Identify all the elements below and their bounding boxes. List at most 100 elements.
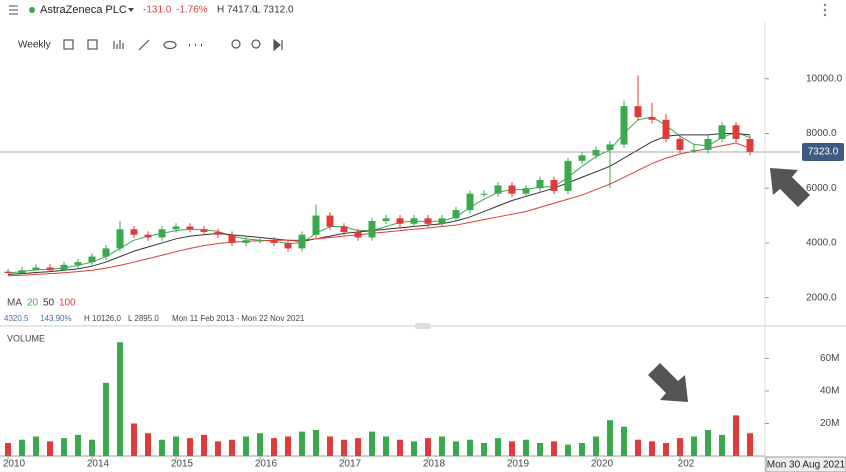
volume-bar xyxy=(145,433,151,456)
candle-body xyxy=(326,215,334,227)
candle-body xyxy=(466,193,474,211)
candle-body xyxy=(452,210,460,219)
candle-body xyxy=(550,180,558,191)
volume-bar xyxy=(75,434,81,456)
info-change: 143.90% xyxy=(40,314,72,323)
volume-bar xyxy=(33,436,39,456)
x-tick-label: 2016 xyxy=(255,459,278,470)
candle-body xyxy=(228,234,236,243)
menu-icon[interactable] xyxy=(9,5,18,15)
volume-bar xyxy=(341,439,347,456)
volume-bar xyxy=(19,439,25,456)
dropdown[interactable] xyxy=(128,8,134,12)
candle-body xyxy=(690,149,698,151)
x-tick-label: 2019 xyxy=(507,459,530,470)
volume-bar xyxy=(257,433,263,456)
instrument-name[interactable]: AstraZeneca PLC xyxy=(40,4,127,16)
tool-icon[interactable] xyxy=(87,39,98,50)
volume-bar xyxy=(691,436,697,456)
legend-entry: 50 xyxy=(43,298,55,309)
x-tick-label: 2010 xyxy=(3,459,26,470)
tool-icon[interactable] xyxy=(138,39,150,51)
tool-icon[interactable] xyxy=(63,39,74,50)
volume-bar xyxy=(313,429,319,456)
volume-bar xyxy=(383,436,389,456)
volume-bar xyxy=(733,415,739,456)
volume-bar xyxy=(271,438,277,456)
annotation-arrow xyxy=(770,168,810,207)
volume-bar xyxy=(607,420,613,456)
candle-body xyxy=(88,256,96,263)
candle-body xyxy=(60,264,68,271)
tool-icon[interactable] xyxy=(113,40,124,49)
volume-bar xyxy=(467,439,473,456)
candle-body xyxy=(746,138,754,153)
volume-bar xyxy=(635,439,641,456)
tool-icon[interactable] xyxy=(251,39,261,49)
tool-icon[interactable] xyxy=(231,39,241,49)
volume-bar xyxy=(355,438,361,456)
volume-tick-label: 20M xyxy=(820,418,839,429)
volume-bar xyxy=(201,434,207,456)
pane-handle[interactable] xyxy=(415,323,431,329)
volume-title: VOLUME xyxy=(7,333,45,343)
more-icon[interactable] xyxy=(823,3,827,17)
ma-label: MA xyxy=(7,298,22,309)
volume-bar xyxy=(747,433,753,456)
volume-bar xyxy=(187,438,193,456)
candle-body xyxy=(368,221,376,238)
volume-bar xyxy=(243,436,249,456)
x-tick-label: 2015 xyxy=(171,459,194,470)
volume-bar xyxy=(369,431,375,456)
cursor-date: Mon 30 Aug 2021 xyxy=(767,460,846,471)
candle-body xyxy=(186,226,194,230)
volume-bar xyxy=(159,439,165,456)
tool-icon[interactable] xyxy=(163,40,177,50)
interval[interactable]: Weekly xyxy=(18,40,51,51)
candle-body xyxy=(18,270,26,274)
candle-body xyxy=(340,226,348,232)
x-tick-label: 2014 xyxy=(87,459,110,470)
tool-icon[interactable] xyxy=(273,38,283,52)
volume-bar xyxy=(593,436,599,456)
volume-bar xyxy=(579,442,585,456)
x-tick-label: 2020 xyxy=(591,459,614,470)
volume-bar xyxy=(537,442,543,456)
volume-bar xyxy=(5,442,11,456)
candle-body xyxy=(46,267,54,271)
candle-body xyxy=(634,106,642,118)
candle-body xyxy=(620,106,628,145)
candle-body xyxy=(270,240,278,243)
change-pct: -1.76% xyxy=(176,5,208,16)
volume-bar xyxy=(551,441,557,456)
candle-body xyxy=(564,160,572,191)
toolbar xyxy=(63,38,283,52)
volume-bar xyxy=(495,438,501,456)
volume-bar xyxy=(117,342,123,456)
last-price-label: 7323.0 xyxy=(808,147,839,158)
ma-line xyxy=(7,142,751,277)
candle-body xyxy=(676,138,684,150)
y-tick-label: 6000.0 xyxy=(806,183,837,194)
candle-body xyxy=(536,180,544,189)
volume-bar xyxy=(439,436,445,456)
candle-body xyxy=(648,117,656,120)
candle-body xyxy=(102,248,110,257)
y-tick-label: 10000.0 xyxy=(806,73,843,84)
candle-body xyxy=(508,185,516,194)
x-tick-label: 2017 xyxy=(339,459,362,470)
candle-body xyxy=(144,234,152,238)
legend-entry: 20 xyxy=(27,298,39,309)
day-low: L 7312.0 xyxy=(255,5,294,16)
x-tick-label: 2018 xyxy=(423,459,446,470)
cursor-date-box xyxy=(765,456,846,472)
candle-body xyxy=(158,229,166,238)
candle-body xyxy=(424,218,432,224)
candle-body xyxy=(494,185,502,194)
volume-bar xyxy=(453,441,459,456)
candle-body xyxy=(130,229,138,235)
volume-bar xyxy=(397,439,403,456)
candle-body xyxy=(382,218,390,222)
